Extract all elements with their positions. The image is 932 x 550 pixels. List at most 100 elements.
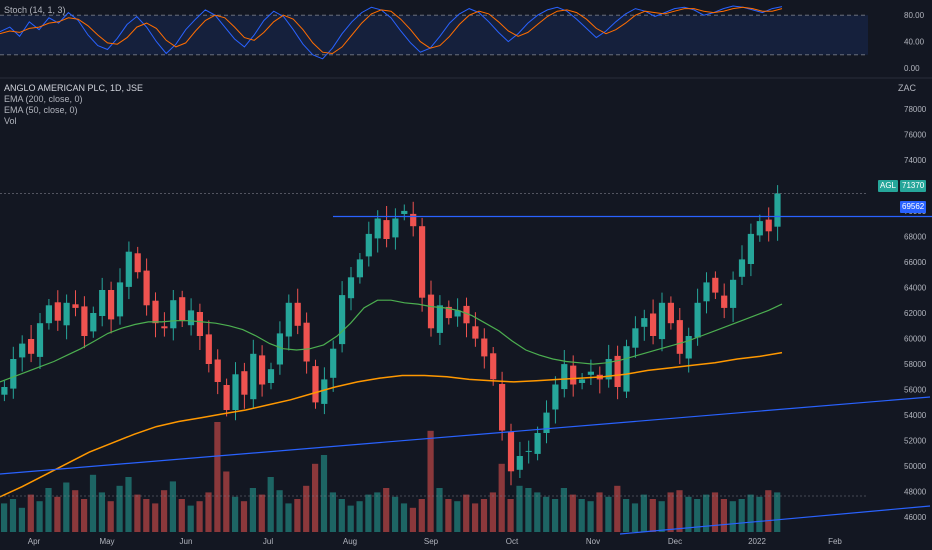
volume-bar xyxy=(587,501,594,532)
price-tick-label: 68000 xyxy=(904,232,927,241)
candle-body xyxy=(587,371,594,375)
volume-bar xyxy=(232,496,239,532)
price-tick-label: 74000 xyxy=(904,156,927,165)
volume-bar xyxy=(81,499,88,532)
candle-body xyxy=(330,348,337,378)
volume-bar xyxy=(605,496,612,532)
time-tick-label: Jun xyxy=(180,537,193,546)
volume-bar xyxy=(498,463,505,532)
price-pane xyxy=(0,185,932,535)
volume-bar xyxy=(720,499,727,532)
candle-body xyxy=(490,353,497,380)
volume-indicator-label[interactable]: Vol xyxy=(4,116,17,126)
candle-body xyxy=(54,302,61,321)
candle-body xyxy=(685,336,692,359)
volume-bar xyxy=(525,488,532,532)
volume-bar xyxy=(205,492,212,532)
stoch-tick-label: 80.00 xyxy=(904,11,925,20)
candle-body xyxy=(658,302,666,340)
volume-bar xyxy=(312,463,319,532)
price-tick-label: 78000 xyxy=(904,105,927,114)
ema50-indicator-label[interactable]: EMA (50, close, 0) xyxy=(4,105,78,115)
volume-bar xyxy=(623,499,630,532)
volume-bar xyxy=(249,488,256,532)
volume-bar xyxy=(161,490,168,532)
volume-bar xyxy=(489,492,496,532)
candle-body xyxy=(19,343,26,358)
volume-bar xyxy=(747,494,754,532)
candle-body xyxy=(232,374,239,410)
candle-body xyxy=(623,346,630,392)
candle-body xyxy=(365,233,372,257)
candle-body xyxy=(756,221,763,236)
candle-body xyxy=(463,305,470,324)
volume-bar xyxy=(614,485,621,532)
candle-body xyxy=(267,369,275,383)
time-tick-label: 2022 xyxy=(748,537,766,546)
volume-trendline xyxy=(619,505,931,535)
candle-body xyxy=(250,353,257,400)
candle-body xyxy=(614,355,621,387)
candle-body xyxy=(605,359,612,380)
candle-body xyxy=(570,365,577,385)
volume-bar xyxy=(534,492,541,532)
stoch-band xyxy=(0,15,868,55)
volume-bar xyxy=(392,496,399,532)
symbol-price-tag: AGL xyxy=(878,180,899,192)
volume-bar xyxy=(45,488,52,532)
candle-body xyxy=(534,433,541,454)
volume-bar xyxy=(631,503,639,532)
candle-body xyxy=(72,304,79,308)
volume-bar xyxy=(1,503,8,532)
price-tick-label: 64000 xyxy=(904,283,927,292)
volume-bar xyxy=(125,477,132,532)
candle-body xyxy=(730,279,737,308)
volume-bar xyxy=(143,499,150,532)
candle-body xyxy=(347,277,355,299)
volume-bar xyxy=(596,492,603,532)
candle-body xyxy=(445,306,452,319)
volume-bar xyxy=(427,430,434,532)
price-tick-label: 76000 xyxy=(904,130,927,139)
volume-bar xyxy=(107,501,114,532)
time-tick-label: Sep xyxy=(424,537,439,546)
volume-bar xyxy=(152,503,159,532)
candle-body xyxy=(108,290,115,320)
volume-bar xyxy=(774,492,781,532)
candle-body xyxy=(765,219,772,232)
volume-bar xyxy=(445,499,452,532)
candle-body xyxy=(1,387,8,395)
volume-bar xyxy=(436,488,443,532)
volume-bar xyxy=(178,499,185,532)
price-tick-label: 66000 xyxy=(904,258,927,267)
last-price-tag: 71370 xyxy=(900,180,927,192)
volume-bar xyxy=(711,492,719,532)
volume-bar xyxy=(267,477,274,532)
volume-bar xyxy=(320,455,328,532)
stoch-indicator-label[interactable]: Stoch (14, 1, 3) xyxy=(4,5,66,15)
candle-body xyxy=(152,300,159,324)
volume-bar xyxy=(578,499,585,532)
volume-bar xyxy=(329,492,336,532)
candle-body xyxy=(436,305,443,333)
stoch-pane xyxy=(0,5,932,79)
candle-body xyxy=(552,384,559,410)
volume-bar xyxy=(765,490,772,532)
volume-bar xyxy=(365,494,372,532)
volume-bar xyxy=(89,474,97,532)
ema200-indicator-label[interactable]: EMA (200, close, 0) xyxy=(4,94,83,104)
candle-body xyxy=(507,432,515,472)
candle-body xyxy=(641,318,648,327)
candle-body xyxy=(223,385,230,410)
volume-bar xyxy=(463,494,470,532)
candle-body xyxy=(694,302,701,338)
candle-body xyxy=(241,371,248,395)
volume-bar xyxy=(418,499,425,532)
volume-bar xyxy=(338,499,345,532)
volume-bar xyxy=(560,488,567,532)
volume-bar xyxy=(552,499,559,532)
candle-body xyxy=(454,310,461,317)
volume-bar xyxy=(223,471,230,532)
